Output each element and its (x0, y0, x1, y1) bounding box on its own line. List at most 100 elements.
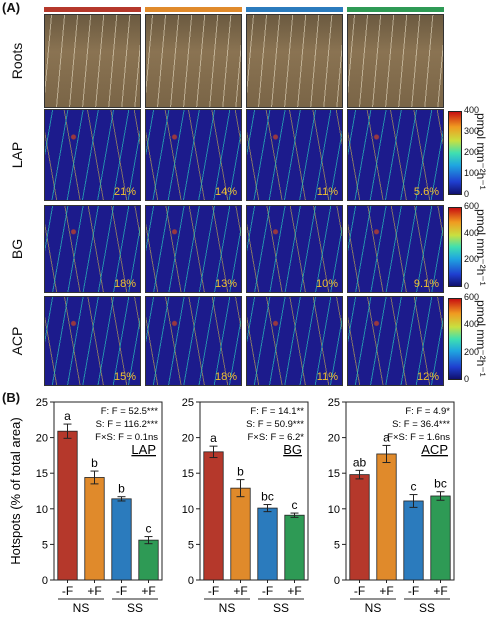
y-tick-label: 10 (36, 504, 48, 516)
panel-b-label: (B) (2, 390, 21, 405)
panel-b-bar-charts: 0 5 10 15 20 25 a -F b +F b -F c +F NS SS LAP F: F = 52.5… (8, 397, 455, 615)
significance-letter: b (91, 456, 98, 470)
group-label: NS (73, 601, 90, 615)
colorbar-unit-label: pmol mm⁻²h⁻¹ (474, 113, 488, 190)
y-tick-label: 15 (328, 468, 340, 480)
stats-line: F×S: F = 0.1ns (95, 432, 158, 443)
y-tick-label: 5 (42, 539, 48, 551)
y-tick-label: 10 (182, 504, 194, 516)
significance-letter: ab (353, 455, 367, 469)
zymogram-image: 11% (246, 109, 343, 201)
hotspot-percent: 13% (214, 278, 237, 290)
colorbar-tick-label: 400 (464, 319, 480, 330)
colorbar-tick-label: 400 (464, 105, 480, 115)
significance-letter: b (237, 465, 244, 479)
stats-line: F: F = 52.5*** (101, 406, 159, 417)
y-tick-label: 25 (182, 397, 194, 409)
y-tick-label: 0 (42, 575, 48, 587)
zymogram-image: 9.1% (347, 205, 444, 293)
colorbar-tick-label: 100 (464, 168, 480, 178)
hotspot-percent: 18% (214, 371, 237, 383)
row-label: LAP (9, 141, 25, 169)
stats-line: F: F = 4.9* (405, 406, 450, 417)
x-tick-label: +F (141, 584, 155, 598)
colorbar (448, 111, 462, 195)
hotspot-percent: 10% (315, 278, 338, 290)
significance-letter: a (210, 431, 217, 445)
treatment-color-bar (44, 7, 141, 12)
significance-letter: bc (434, 477, 447, 491)
bar (349, 474, 370, 581)
zymogram-image: 12% (347, 296, 444, 386)
significance-letter: a (383, 430, 390, 444)
colorbar (448, 298, 462, 380)
y-tick-label: 20 (182, 433, 194, 445)
colorbar-tick-label: 200 (464, 254, 480, 265)
group-label: SS (419, 601, 435, 615)
treatment-color-bar (246, 7, 343, 12)
hotspot-percent: 5.6% (413, 186, 439, 198)
root-image (246, 14, 343, 108)
hotspot-percent: 14% (214, 186, 237, 198)
row-label: BG (9, 238, 25, 260)
y-tick-label: 10 (328, 504, 340, 516)
y-tick-label: 0 (334, 575, 340, 587)
significance-letter: bc (261, 490, 274, 504)
treatment-color-bar (145, 7, 242, 12)
x-tick-label: +F (379, 584, 393, 598)
hotspot-percent: 12% (416, 371, 439, 383)
colorbar-tick-label: 300 (464, 126, 480, 136)
x-tick-label: -F (408, 584, 419, 598)
colorbar-tick-label: 0 (464, 374, 470, 384)
zymogram-image: 18% (44, 205, 141, 293)
y-axis-label: Hotspots (% of total area) (8, 417, 23, 564)
hotspot-percent: 11% (316, 371, 338, 383)
x-tick-label: -F (62, 584, 73, 598)
zymogram-image: 13% (145, 205, 242, 293)
x-tick-label: -F (208, 584, 219, 598)
significance-letter: b (118, 482, 125, 496)
stats-line: F×S: F = 6.2* (248, 432, 305, 443)
zymogram-image: 21% (44, 109, 141, 201)
x-tick-label: +F (87, 584, 101, 598)
colorbar-tick-label: 200 (464, 346, 480, 357)
bar (138, 539, 159, 581)
colorbar-unit-label: pmol mm⁻²h⁻¹ (474, 300, 488, 377)
bar (257, 507, 278, 581)
y-tick-label: 25 (328, 397, 340, 409)
plot-frame (345, 401, 455, 581)
bar (430, 495, 451, 581)
hotspot-percent: 11% (316, 186, 338, 198)
zymogram-image: 10% (246, 205, 343, 293)
y-tick-label: 5 (334, 539, 340, 551)
colorbar-tick-label: 400 (464, 227, 480, 238)
x-tick-label: -F (262, 584, 273, 598)
colorbar-tick-label: 600 (464, 201, 480, 211)
x-tick-label: -F (354, 584, 365, 598)
hotspot-percent: 9.1% (413, 278, 439, 290)
zymogram-image: 15% (44, 296, 141, 386)
group-label: NS (365, 601, 382, 615)
colorbar-unit-label: pmol mm⁻²h⁻¹ (474, 209, 488, 286)
hotspot-percent: 15% (113, 371, 136, 383)
y-tick-label: 20 (328, 433, 340, 445)
y-tick-label: 5 (188, 539, 194, 551)
group-label: SS (273, 601, 289, 615)
group-label: SS (127, 601, 143, 615)
stats-line: S: F = 36.4*** (392, 419, 450, 430)
row-label: ACP (9, 326, 25, 356)
significance-letter: c (146, 522, 152, 536)
significance-letter: a (64, 409, 71, 423)
x-tick-label: +F (233, 584, 247, 598)
zymogram-image: 5.6% (347, 109, 444, 201)
zymogram-image: 18% (145, 296, 242, 386)
plot-frame (199, 401, 309, 581)
colorbar-tick-label: 600 (464, 292, 480, 302)
bar (111, 498, 132, 581)
hotspot-percent: 21% (113, 186, 136, 198)
x-tick-label: +F (287, 584, 301, 598)
x-tick-label: +F (433, 584, 447, 598)
bar (230, 487, 251, 581)
group-label: NS (219, 601, 236, 615)
colorbar-tick-label: 0 (464, 189, 470, 199)
